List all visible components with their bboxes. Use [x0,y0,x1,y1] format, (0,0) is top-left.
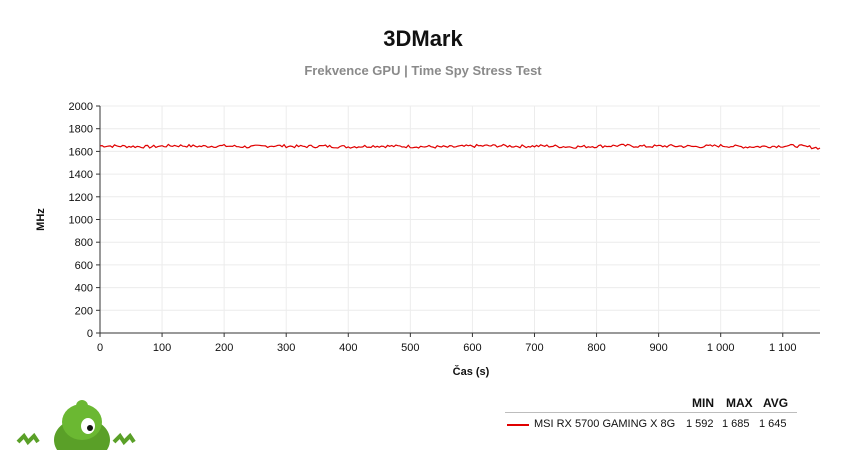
x-tick-label: 0 [97,342,103,354]
x-tick-label: 700 [525,342,543,354]
stats-header-min: MIN [692,396,714,410]
series-line [99,143,821,150]
x-tick-label: 300 [277,342,295,354]
mascot-logo [16,400,136,450]
stats-header-max: MAX [726,396,753,410]
y-tick-label: 1800 [69,124,93,136]
stats-series-name: MSI RX 5700 GAMING X 8G [534,418,676,430]
stats-max-value: 1 685 [722,418,750,430]
stats-min-value: 1 592 [686,418,714,430]
x-tick-label: 400 [339,342,357,354]
mascot-logo-icon [16,400,136,450]
x-tick-label: 200 [215,342,233,354]
y-tick-label: 2000 [69,101,93,113]
x-tick-label: 600 [463,342,481,354]
x-tick-label: 900 [649,342,667,354]
x-tick-label: 100 [153,342,171,354]
stats-header: MIN MAX AVG [505,396,797,413]
stats-row: MSI RX 5700 GAMING X 8G 1 592 1 685 1 64… [505,413,797,435]
stats-avg-value: 1 645 [759,418,787,430]
y-tick-label: 800 [75,237,93,249]
chart-subtitle: Frekvence GPU | Time Spy Stress Test [304,63,542,78]
x-tick-label: 1 100 [769,342,797,354]
y-tick-label: 1000 [69,215,93,227]
y-tick-label: 1200 [69,192,93,204]
y-tick-label: 0 [87,328,93,340]
y-tick-label: 600 [75,260,93,272]
legend-line-swatch [507,424,529,426]
y-tick-label: 400 [75,283,93,295]
y-tick-label: 1400 [69,169,93,181]
x-tick-label: 1 000 [707,342,735,354]
stats-table: MIN MAX AVG MSI RX 5700 GAMING X 8G 1 59… [505,396,797,435]
y-axis-label: MHz [35,208,47,231]
chart-title: 3DMark [383,26,463,51]
y-tick-label: 200 [75,305,93,317]
x-tick-label: 500 [401,342,419,354]
x-tick-label: 800 [587,342,605,354]
y-tick-label: 1600 [69,146,93,158]
stats-header-avg: AVG [763,396,789,410]
x-axis-label: Čas (s) [453,365,490,378]
